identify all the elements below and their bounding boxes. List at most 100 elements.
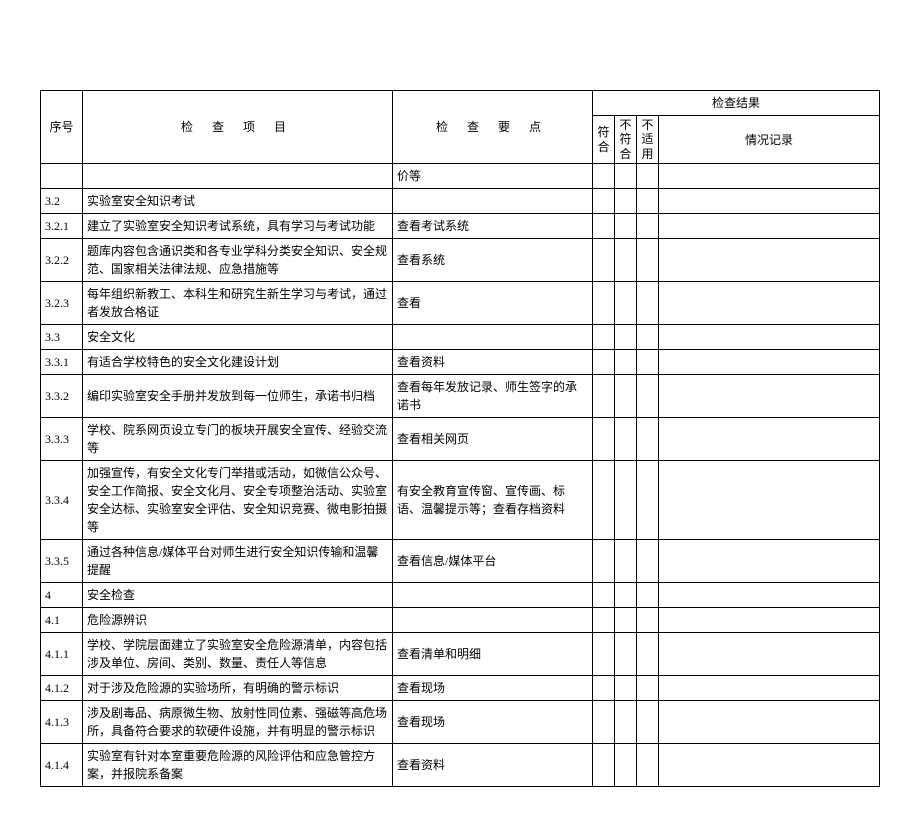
col-result-header: 检查结果 [593, 91, 880, 116]
cell-nonconform [615, 676, 637, 701]
cell-nonconform [615, 325, 637, 350]
cell-conform [593, 701, 615, 744]
cell-nonconform [615, 350, 637, 375]
cell-conform [593, 418, 615, 461]
table-row: 4安全检查 [41, 583, 880, 608]
cell-notes [659, 350, 880, 375]
table-row: 4.1危险源辨识 [41, 608, 880, 633]
cell-seq: 3.2 [41, 189, 83, 214]
cell-seq: 3.3.2 [41, 375, 83, 418]
cell-point [393, 583, 593, 608]
cell-item: 有适合学校特色的安全文化建设计划 [83, 350, 393, 375]
cell-item: 建立了实验室安全知识考试系统，具有学习与考试功能 [83, 214, 393, 239]
cell-notes [659, 375, 880, 418]
table-row: 3.3安全文化 [41, 325, 880, 350]
cell-conform [593, 239, 615, 282]
table-row: 4.1.4实验室有针对本室重要危险源的风险评估和应急管控方案，并报院系备案查看资… [41, 744, 880, 787]
cell-seq: 3.3.3 [41, 418, 83, 461]
cell-conform [593, 608, 615, 633]
cell-na [637, 701, 659, 744]
cell-notes [659, 282, 880, 325]
cell-nonconform [615, 608, 637, 633]
cell-conform [593, 325, 615, 350]
cell-item: 安全文化 [83, 325, 393, 350]
cell-point: 查看现场 [393, 701, 593, 744]
cell-seq: 4.1 [41, 608, 83, 633]
table-row: 3.2.3每年组织新教工、本科生和研究生新生学习与考试，通过者发放合格证查看 [41, 282, 880, 325]
cell-seq: 3.3 [41, 325, 83, 350]
cell-seq: 4.1.2 [41, 676, 83, 701]
cell-notes [659, 418, 880, 461]
cell-na [637, 282, 659, 325]
cell-na [637, 418, 659, 461]
cell-notes [659, 744, 880, 787]
cell-item: 编印实验室安全手册并发放到每一位师生，承诺书归档 [83, 375, 393, 418]
cell-item: 实验室安全知识考试 [83, 189, 393, 214]
cell-na [637, 189, 659, 214]
cell-seq [41, 164, 83, 189]
table-row: 3.2实验室安全知识考试 [41, 189, 880, 214]
table-header: 序号 检 查 项 目 检 查 要 点 检查结果 符合 不符合 不适用 情况记录 [41, 91, 880, 164]
cell-seq: 3.2.1 [41, 214, 83, 239]
cell-item: 学校、学院层面建立了实验室安全危险源清单，内容包括涉及单位、房间、类别、数量、责… [83, 633, 393, 676]
cell-nonconform [615, 239, 637, 282]
col-conform-header: 符合 [593, 116, 615, 164]
cell-point: 查看 [393, 282, 593, 325]
cell-na [637, 608, 659, 633]
cell-conform [593, 350, 615, 375]
cell-point: 查看资料 [393, 350, 593, 375]
cell-seq: 4.1.3 [41, 701, 83, 744]
cell-na [637, 375, 659, 418]
cell-item: 涉及剧毒品、病原微生物、放射性同位素、强磁等高危场所，具备符合要求的软硬件设施，… [83, 701, 393, 744]
cell-point: 价等 [393, 164, 593, 189]
table-row: 4.1.2对于涉及危险源的实验场所，有明确的警示标识查看现场 [41, 676, 880, 701]
header-row-1: 序号 检 查 项 目 检 查 要 点 检查结果 [41, 91, 880, 116]
cell-nonconform [615, 282, 637, 325]
cell-notes [659, 164, 880, 189]
col-point-header: 检 查 要 点 [393, 91, 593, 164]
cell-conform [593, 633, 615, 676]
cell-conform [593, 744, 615, 787]
table-row: 4.1.3涉及剧毒品、病原微生物、放射性同位素、强磁等高危场所，具备符合要求的软… [41, 701, 880, 744]
cell-na [637, 461, 659, 540]
cell-nonconform [615, 461, 637, 540]
cell-notes [659, 583, 880, 608]
inspection-table: 序号 检 查 项 目 检 查 要 点 检查结果 符合 不符合 不适用 情况记录 … [40, 90, 880, 787]
cell-seq: 3.2.2 [41, 239, 83, 282]
table-row: 3.3.3学校、院系网页设立专门的板块开展安全宣传、经验交流等查看相关网页 [41, 418, 880, 461]
cell-notes [659, 461, 880, 540]
cell-na [637, 164, 659, 189]
cell-item [83, 164, 393, 189]
cell-point [393, 608, 593, 633]
cell-na [637, 540, 659, 583]
cell-na [637, 214, 659, 239]
cell-seq: 3.3.1 [41, 350, 83, 375]
cell-nonconform [615, 744, 637, 787]
cell-conform [593, 375, 615, 418]
table-row: 3.2.1建立了实验室安全知识考试系统，具有学习与考试功能查看考试系统 [41, 214, 880, 239]
cell-notes [659, 325, 880, 350]
cell-conform [593, 540, 615, 583]
cell-notes [659, 540, 880, 583]
cell-item: 安全检查 [83, 583, 393, 608]
cell-na [637, 676, 659, 701]
cell-item: 题库内容包含通识类和各专业学科分类安全知识、安全规范、国家相关法律法规、应急措施… [83, 239, 393, 282]
cell-point: 查看每年发放记录、师生签字的承诺书 [393, 375, 593, 418]
cell-notes [659, 214, 880, 239]
cell-item: 对于涉及危险源的实验场所，有明确的警示标识 [83, 676, 393, 701]
table-row: 3.2.2题库内容包含通识类和各专业学科分类安全知识、安全规范、国家相关法律法规… [41, 239, 880, 282]
cell-nonconform [615, 633, 637, 676]
col-item-header: 检 查 项 目 [83, 91, 393, 164]
table-row: 3.3.5通过各种信息/媒体平台对师生进行安全知识传输和温馨提醒查看信息/媒体平… [41, 540, 880, 583]
cell-conform [593, 461, 615, 540]
cell-nonconform [615, 540, 637, 583]
table-row: 3.3.2编印实验室安全手册并发放到每一位师生，承诺书归档查看每年发放记录、师生… [41, 375, 880, 418]
cell-item: 实验室有针对本室重要危险源的风险评估和应急管控方案，并报院系备案 [83, 744, 393, 787]
cell-conform [593, 214, 615, 239]
cell-notes [659, 608, 880, 633]
cell-conform [593, 583, 615, 608]
cell-na [637, 633, 659, 676]
cell-nonconform [615, 164, 637, 189]
cell-nonconform [615, 189, 637, 214]
cell-point: 查看考试系统 [393, 214, 593, 239]
